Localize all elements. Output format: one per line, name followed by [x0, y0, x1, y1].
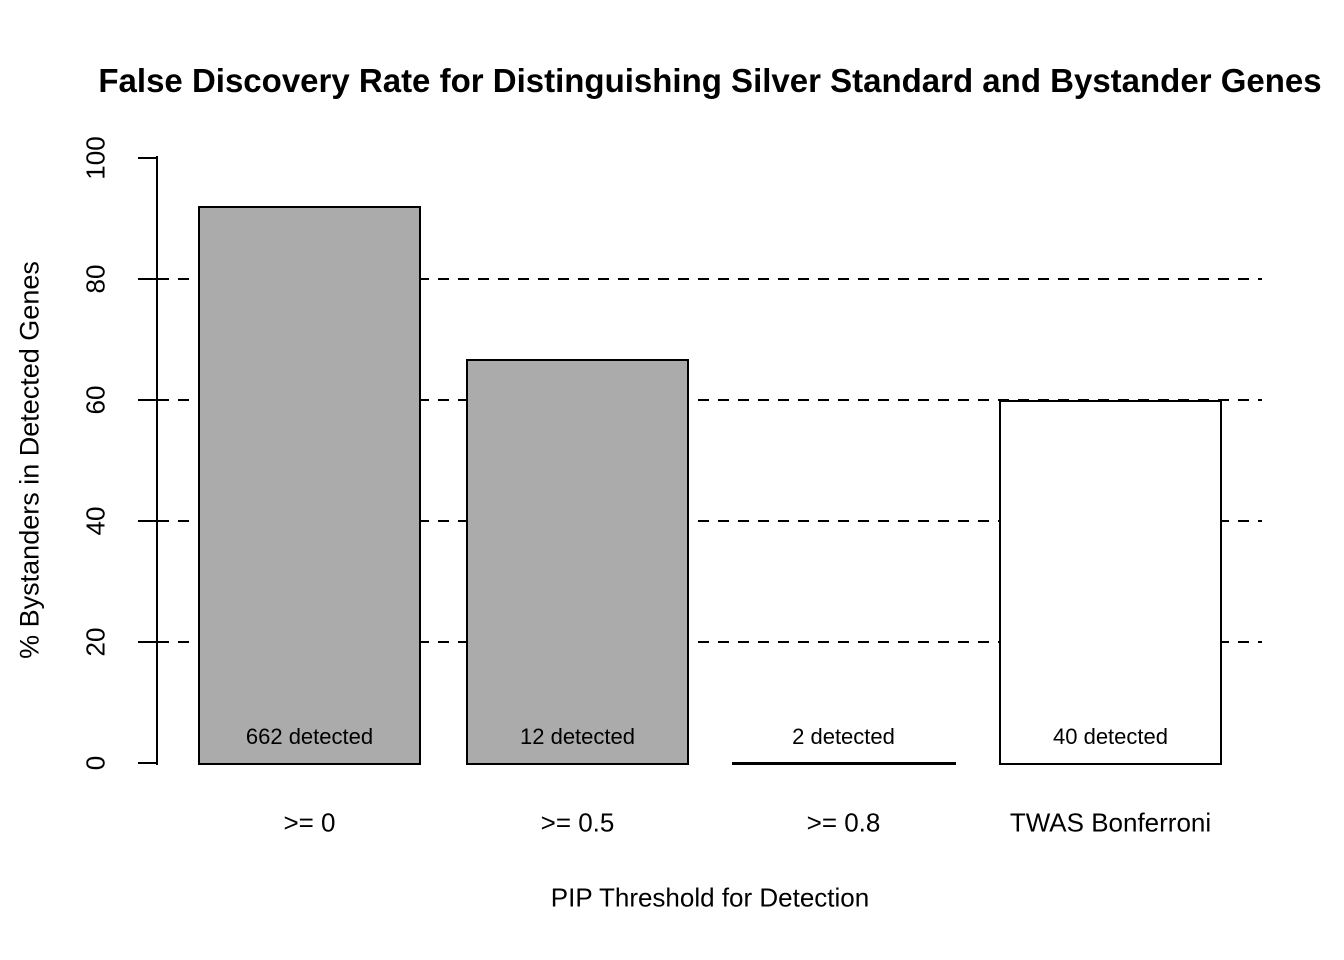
x-axis-title: PIP Threshold for Detection: [550, 882, 870, 913]
bar-count-label-1: 662 detected: [245, 724, 374, 749]
y-tick-mark-100: [138, 157, 158, 159]
gridline-20: [158, 641, 1262, 643]
y-tick-mark-60: [138, 399, 158, 401]
x-category-label-4: TWAS Bonferroni: [1009, 807, 1212, 838]
y-tick-label-80: 80: [80, 264, 111, 294]
y-tick-mark-80: [138, 278, 158, 280]
x-category-label-2: >= 0.5: [540, 807, 615, 838]
y-tick-label-100: 100: [80, 136, 111, 180]
bar-4: [999, 400, 1222, 765]
bar-count-label-3: 2 detected: [792, 724, 895, 749]
bar-count-label-2: 12 detected: [520, 724, 635, 749]
y-tick-label-40: 40: [80, 506, 111, 536]
y-tick-mark-20: [138, 641, 158, 643]
bar-2: [466, 359, 689, 765]
bar-1: [198, 205, 421, 765]
y-tick-mark-0: [138, 762, 158, 764]
gridline-40: [158, 520, 1262, 522]
y-tick-mark-40: [138, 520, 158, 522]
y-tick-label-60: 60: [80, 385, 111, 415]
x-category-label-3: >= 0.8: [806, 807, 881, 838]
gridline-60: [158, 399, 1262, 401]
y-tick-label-20: 20: [80, 627, 111, 657]
y-tick-label-0: 0: [80, 755, 111, 771]
bar-count-label-4: 40 detected: [1053, 724, 1168, 749]
gridline-80: [158, 278, 1262, 280]
bar-3-zero-height-line: [732, 762, 956, 765]
y-axis-line: [156, 156, 158, 765]
chart-title: False Discovery Rate for Distinguishing …: [98, 62, 1322, 99]
x-category-label-1: >= 0: [283, 807, 336, 838]
y-axis-title: % Bystanders in Detected Genes: [14, 261, 45, 659]
